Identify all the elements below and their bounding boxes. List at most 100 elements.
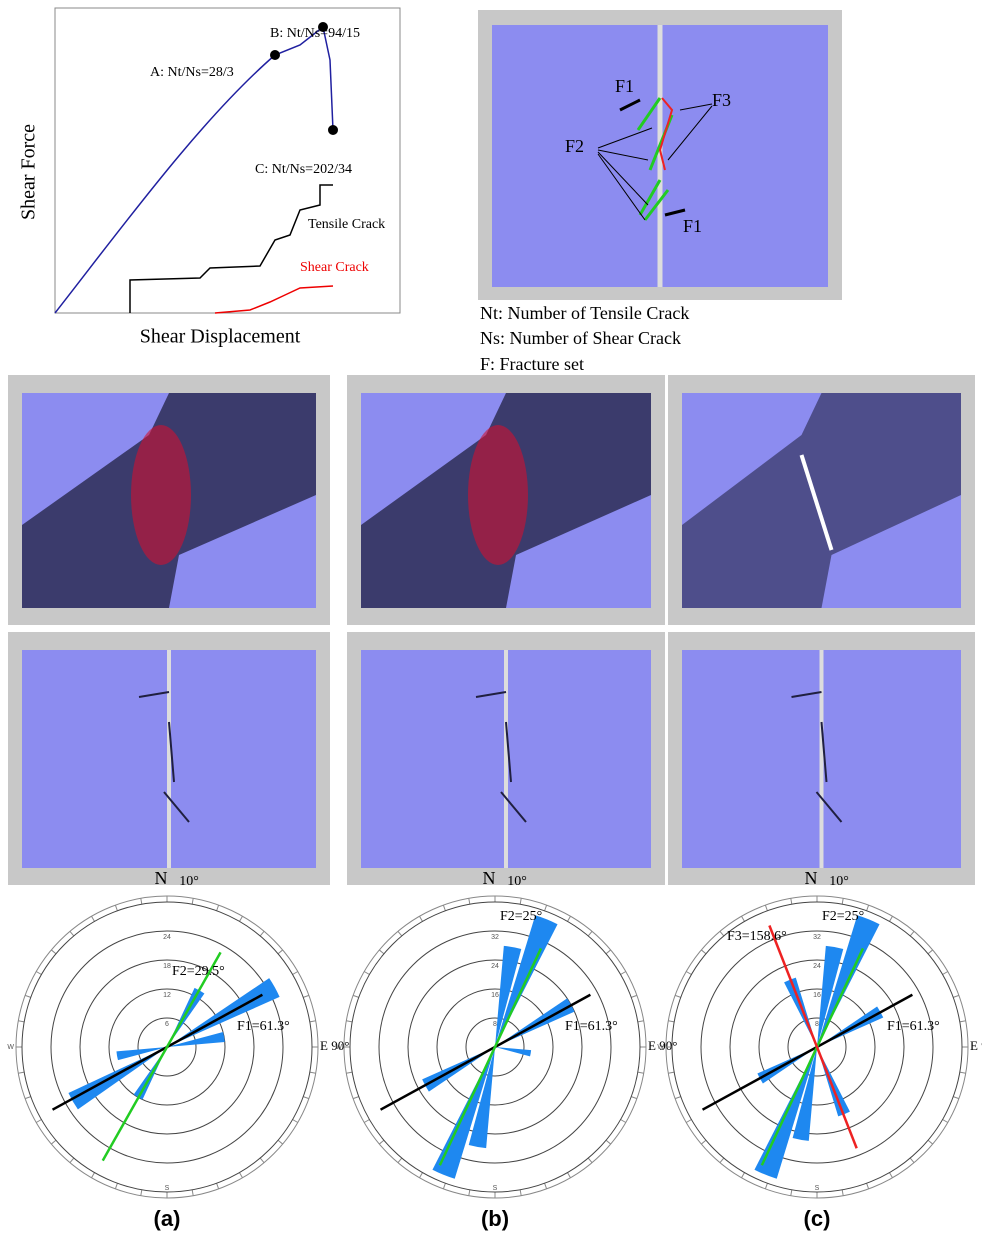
degree-tick (568, 1173, 571, 1178)
degree-tick (520, 1190, 521, 1196)
degree-tick (92, 916, 95, 921)
legend: Ns: Number of Shear Crack (480, 328, 681, 348)
degree-tick (398, 931, 402, 936)
degree-tick (890, 1173, 893, 1178)
north-angle: 10° (507, 874, 527, 889)
degree-tick (960, 1021, 966, 1022)
point (328, 125, 338, 135)
degree-tick (910, 1158, 914, 1163)
degree-tick (686, 1120, 691, 1123)
damage (131, 425, 191, 565)
fracture-label: F2=25° (822, 909, 864, 924)
degree-tick (842, 1190, 843, 1196)
west: W (7, 1044, 14, 1051)
degree-tick (310, 1072, 316, 1073)
degree-tick (686, 972, 691, 975)
annotation: B: Nt/Ns=94/15 (270, 26, 360, 41)
legend: F: Fracture set (480, 354, 584, 374)
ring-label: 8 (493, 1021, 497, 1028)
figure: Shear Force Shear Displacement A: Nt/Ns=… (0, 0, 982, 1236)
degree-tick (545, 1183, 547, 1189)
ring-label: 6 (165, 1021, 169, 1028)
degree-tick (588, 1158, 592, 1163)
degree-tick (867, 1183, 869, 1189)
degree-tick (443, 1183, 445, 1189)
degree-tick (260, 1158, 264, 1163)
degree-tick (420, 916, 423, 921)
degree-tick (240, 916, 243, 921)
ring-label: 32 (491, 934, 499, 941)
fracture-line (762, 948, 863, 1165)
degree-tick (606, 950, 611, 954)
degree-tick (364, 972, 369, 975)
degree-tick (668, 1021, 674, 1022)
south: S (165, 1185, 170, 1192)
degree-tick (943, 972, 948, 975)
degree-tick (953, 1097, 959, 1099)
x-label: Shear Displacement (140, 326, 301, 348)
ring-label: 16 (813, 992, 821, 999)
fracture-label: F3=158.6° (727, 929, 787, 944)
curve-label: Tensile Crack (308, 217, 385, 232)
caption: (b) (481, 1206, 509, 1231)
damage (468, 425, 528, 565)
label: F3 (712, 90, 731, 110)
ring-label: 24 (491, 963, 499, 970)
degree-tick (631, 995, 637, 997)
degree-tick (115, 1183, 117, 1189)
south: S (493, 1185, 498, 1192)
ring-label: 16 (491, 992, 499, 999)
degree-tick (791, 898, 792, 904)
degree-tick (36, 1120, 41, 1123)
degree-tick (70, 931, 74, 936)
degree-tick (701, 1140, 706, 1144)
degree-tick (346, 1072, 352, 1073)
ring-label: 24 (163, 934, 171, 941)
label: F2 (565, 136, 584, 156)
degree-tick (668, 1072, 674, 1073)
degree-tick (867, 905, 869, 911)
degree-tick (520, 898, 521, 904)
degree-tick (720, 931, 724, 936)
degree-tick (115, 905, 117, 911)
label: F1 (683, 216, 702, 236)
caption: (c) (804, 1206, 831, 1231)
caption: (a) (154, 1206, 181, 1231)
degree-tick (92, 1173, 95, 1178)
fracture-label: F2=29.5° (172, 964, 225, 979)
degree-tick (675, 995, 681, 997)
degree-tick (791, 1190, 792, 1196)
y-label: Shear Force (18, 124, 40, 220)
degree-tick (742, 1173, 745, 1178)
degree-tick (51, 950, 56, 954)
degree-tick (51, 1140, 56, 1144)
degree-tick (842, 898, 843, 904)
degree-tick (353, 1097, 359, 1099)
degree-tick (379, 950, 384, 954)
degree-tick (303, 1097, 309, 1099)
degree-tick (443, 905, 445, 911)
degree-tick (960, 1072, 966, 1073)
degree-tick (25, 995, 31, 997)
degree-tick (141, 898, 142, 904)
degree-tick (675, 1097, 681, 1099)
degree-tick (25, 1097, 31, 1099)
degree-tick (364, 1120, 369, 1123)
west: W (335, 1044, 342, 1051)
degree-tick (260, 931, 264, 936)
degree-tick (928, 1140, 933, 1144)
degree-tick (742, 916, 745, 921)
ring-label: 32 (813, 934, 821, 941)
degree-tick (379, 1140, 384, 1144)
north: N (155, 868, 168, 888)
degree-tick (621, 972, 626, 975)
degree-tick (765, 905, 767, 911)
fracture-line (53, 995, 263, 1110)
degree-tick (18, 1021, 24, 1022)
degree-tick (568, 916, 571, 921)
degree-tick (638, 1072, 644, 1073)
degree-tick (720, 1158, 724, 1163)
degree-tick (353, 995, 359, 997)
north-angle: 10° (829, 874, 849, 889)
degree-tick (192, 898, 193, 904)
